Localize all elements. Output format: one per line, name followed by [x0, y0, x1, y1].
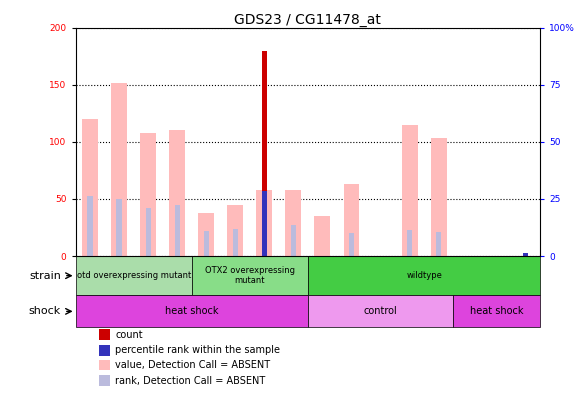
Text: value, Detection Call = ABSENT: value, Detection Call = ABSENT — [115, 360, 270, 370]
Bar — [431, 139, 447, 256]
Bar — [99, 329, 110, 340]
Text: heat shock: heat shock — [165, 307, 218, 316]
Bar — [204, 231, 209, 256]
Bar — [82, 119, 98, 256]
Bar — [233, 228, 238, 256]
Bar — [436, 232, 442, 256]
Bar — [523, 253, 529, 256]
Bar — [261, 51, 267, 256]
Bar — [314, 216, 331, 256]
Bar — [99, 345, 110, 356]
Bar — [523, 253, 529, 256]
Bar — [343, 184, 360, 256]
Bar — [87, 196, 93, 256]
Bar — [261, 191, 267, 256]
Text: rank, Detection Call = ABSENT: rank, Detection Call = ABSENT — [115, 376, 266, 386]
Bar — [140, 133, 156, 256]
Bar — [76, 256, 192, 295]
Bar — [407, 230, 413, 256]
Text: percentile rank within the sample: percentile rank within the sample — [115, 345, 280, 356]
Bar — [117, 199, 122, 256]
Bar — [76, 295, 308, 327]
Title: GDS23 / CG11478_at: GDS23 / CG11478_at — [235, 13, 381, 27]
Bar — [349, 233, 354, 256]
Text: shock: shock — [28, 307, 61, 316]
Bar — [99, 360, 110, 371]
Bar — [401, 125, 418, 256]
Bar — [111, 82, 127, 256]
Bar — [291, 225, 296, 256]
Text: heat shock: heat shock — [470, 307, 523, 316]
Bar — [285, 190, 302, 256]
Text: strain: strain — [29, 271, 61, 281]
Bar — [99, 375, 110, 386]
Bar — [453, 295, 540, 327]
Text: otd overexpressing mutant: otd overexpressing mutant — [77, 271, 191, 280]
Bar — [145, 208, 151, 256]
Bar — [175, 205, 180, 256]
Bar — [227, 205, 243, 256]
Text: count: count — [115, 330, 143, 340]
Text: wildtype: wildtype — [406, 271, 442, 280]
Text: control: control — [364, 307, 397, 316]
Text: OTX2 overexpressing
mutant: OTX2 overexpressing mutant — [205, 266, 295, 286]
Bar — [169, 130, 185, 256]
Bar — [192, 256, 308, 295]
Bar — [261, 191, 267, 256]
Bar — [256, 190, 272, 256]
Bar — [308, 256, 540, 295]
Bar — [308, 295, 453, 327]
Bar — [198, 213, 214, 256]
